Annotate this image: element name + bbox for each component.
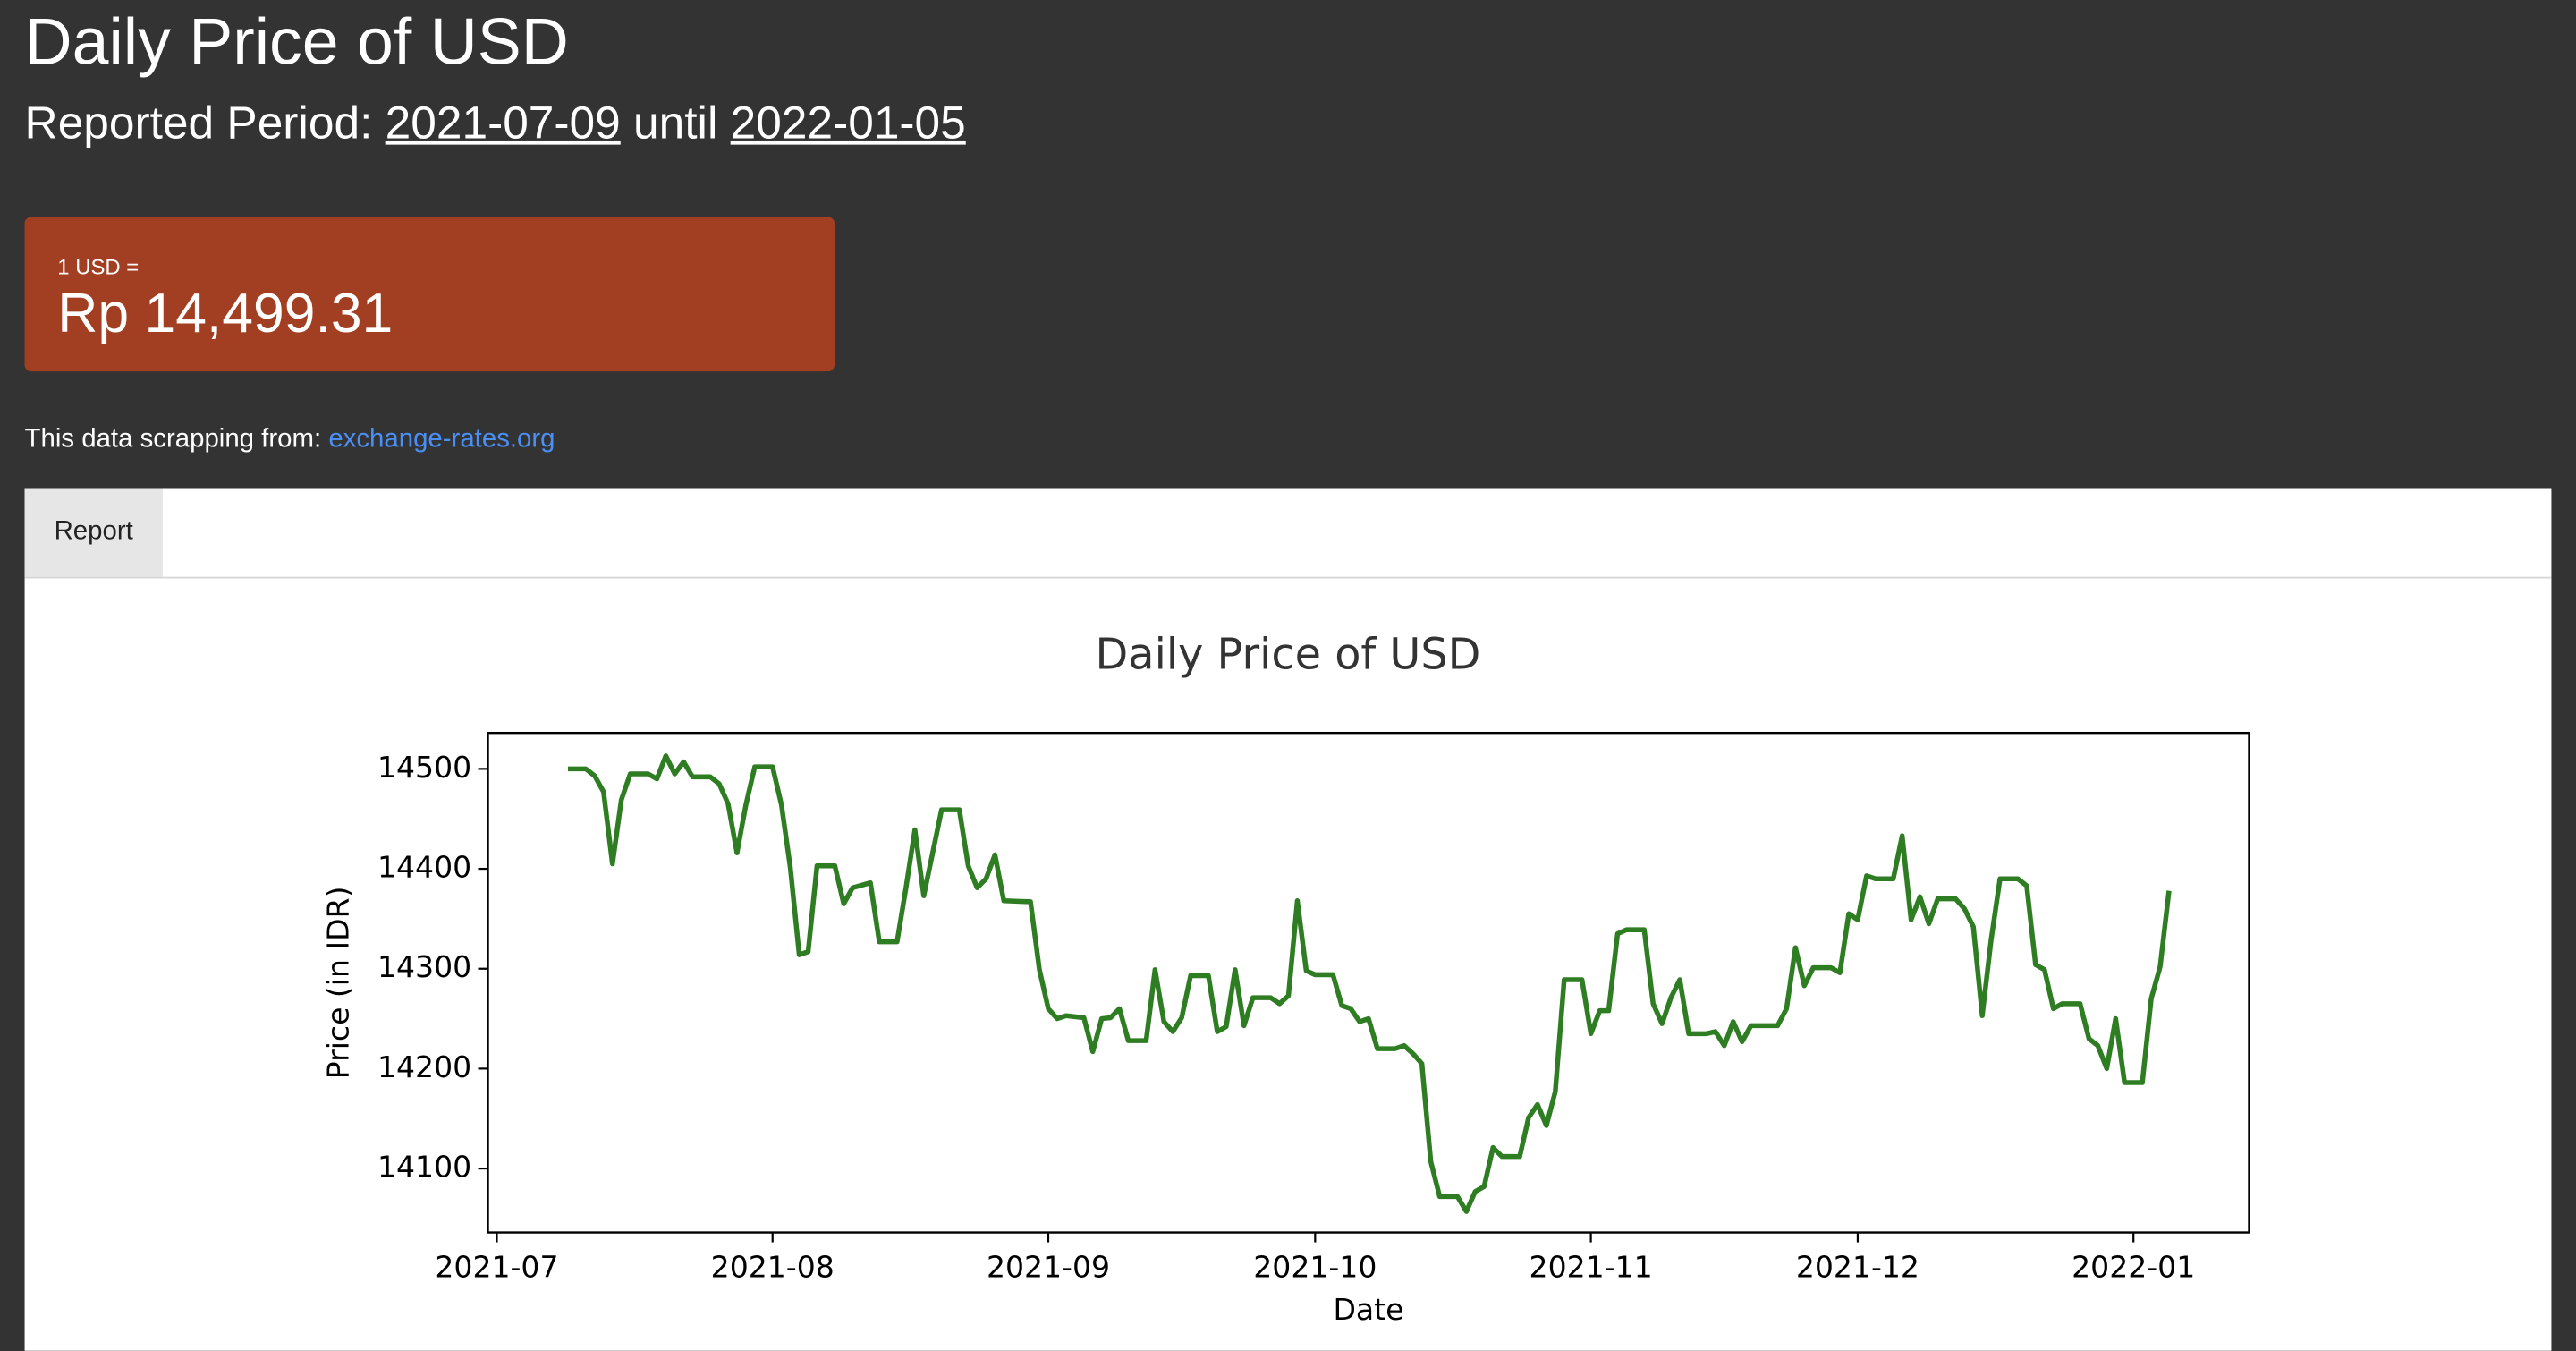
- y-tick-label: 14300: [377, 949, 471, 984]
- end-date[interactable]: 2022-01-05: [730, 97, 966, 149]
- card-value: Rp 14,499.31: [57, 282, 394, 345]
- period-label: Reported Period:: [24, 97, 373, 149]
- chart: Daily Price of USD Date Price (in IDR) 1…: [321, 631, 2250, 1327]
- y-tick-label: 14100: [377, 1150, 471, 1185]
- card-label: 1 USD =: [57, 254, 140, 280]
- x-tick-label: 2022-01: [2072, 1249, 2195, 1284]
- plot-frame: [487, 731, 2250, 1234]
- price-line: [568, 753, 2172, 1214]
- x-tick-label: 2021-11: [1530, 1249, 1653, 1284]
- y-axis-label: Price (in IDR): [321, 887, 356, 1080]
- source-text: This data scrapping from:: [24, 425, 322, 454]
- y-tick-label: 14400: [377, 850, 471, 885]
- page-title: Daily Price of USD: [24, 6, 569, 80]
- chart-title: Daily Price of USD: [1096, 631, 1481, 680]
- source-link[interactable]: exchange-rates.org: [328, 425, 555, 454]
- x-tick-label: 2021-10: [1253, 1249, 1377, 1284]
- source: This data scrapping from: exchange-rates…: [25, 426, 555, 455]
- x-tick-label: 2021-09: [987, 1249, 1110, 1284]
- x-tick-label: 2021-08: [711, 1249, 835, 1284]
- x-tick-label: 2021-12: [1796, 1249, 1919, 1284]
- y-tick-label: 14500: [377, 750, 471, 785]
- tab[interactable]: Report: [24, 488, 163, 577]
- x-tick-label: 2021-07: [435, 1249, 558, 1284]
- rate-card: 1 USD = Rp 14,499.31: [24, 217, 835, 372]
- start-date[interactable]: 2021-07-09: [385, 97, 621, 149]
- tab-divider: [24, 576, 2552, 579]
- period: Reported Period: 2021-07-09 until 2022-0…: [25, 97, 966, 149]
- connector: until: [633, 97, 718, 149]
- y-tick-label: 14200: [377, 1049, 471, 1084]
- x-axis-label: Date: [1333, 1292, 1403, 1327]
- panel: Report: [24, 488, 2552, 1351]
